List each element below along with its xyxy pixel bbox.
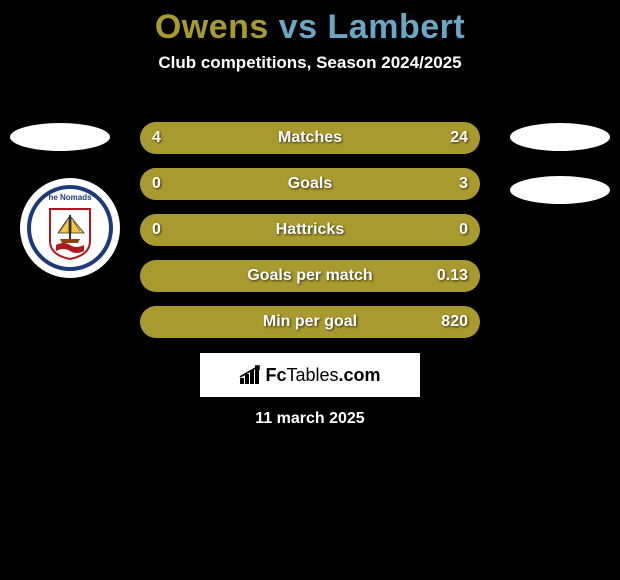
brand-text: FcTables.com bbox=[265, 365, 380, 386]
date-label: 11 march 2025 bbox=[0, 410, 620, 428]
page-title: Owens vs Lambert bbox=[0, 0, 620, 47]
club-badge-inner: he Nomads bbox=[27, 185, 113, 271]
stat-value-right: 0 bbox=[459, 214, 468, 246]
stat-label: Hattricks bbox=[140, 214, 480, 246]
brand-text-thin: Tables bbox=[286, 365, 338, 385]
club-badge: he Nomads bbox=[20, 178, 120, 278]
stat-label: Goals bbox=[140, 168, 480, 200]
stat-value-right: 3 bbox=[459, 168, 468, 200]
stat-label: Goals per match bbox=[140, 260, 480, 292]
stat-row: 4Matches24 bbox=[140, 122, 480, 154]
stat-label: Matches bbox=[140, 122, 480, 154]
avatar-placeholder-right-2 bbox=[510, 176, 610, 204]
stat-value-right: 0.13 bbox=[437, 260, 468, 292]
title-player2: Lambert bbox=[328, 8, 466, 46]
subtitle: Club competitions, Season 2024/2025 bbox=[0, 53, 620, 73]
title-vs: vs bbox=[279, 8, 318, 46]
stat-row: Min per goal820 bbox=[140, 306, 480, 338]
brand-text-suffix: .com bbox=[339, 365, 381, 385]
stat-value-right: 820 bbox=[441, 306, 468, 338]
shield-icon bbox=[46, 207, 94, 261]
stat-row: Goals per match0.13 bbox=[140, 260, 480, 292]
club-badge-name: he Nomads bbox=[31, 193, 109, 202]
title-player1: Owens bbox=[155, 8, 269, 46]
brand-bars-icon bbox=[239, 365, 261, 385]
stat-label: Min per goal bbox=[140, 306, 480, 338]
avatar-placeholder-left bbox=[10, 123, 110, 151]
brand-box: FcTables.com bbox=[200, 353, 420, 397]
stats-container: 4Matches240Goals30Hattricks0Goals per ma… bbox=[140, 122, 480, 352]
stat-row: 0Hattricks0 bbox=[140, 214, 480, 246]
avatar-placeholder-right-1 bbox=[510, 123, 610, 151]
brand-text-bold: Fc bbox=[265, 365, 286, 385]
stat-value-right: 24 bbox=[450, 122, 468, 154]
stat-row: 0Goals3 bbox=[140, 168, 480, 200]
